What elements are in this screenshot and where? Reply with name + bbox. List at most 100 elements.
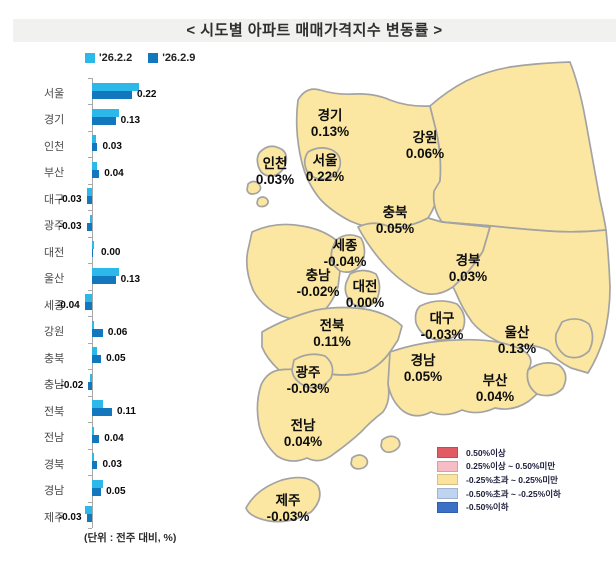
bar-26.2.2 bbox=[92, 241, 94, 250]
map-legend-swatch bbox=[437, 474, 458, 486]
bar-value-label: 0.04 bbox=[104, 432, 124, 444]
bar-category-label: 서울 bbox=[44, 88, 65, 100]
bar-26.2.2 bbox=[92, 347, 98, 356]
map-region-label-2: 강원 0.06% bbox=[406, 129, 444, 161]
bar-26.2.2 bbox=[84, 294, 92, 303]
map-legend-swatch bbox=[437, 447, 458, 459]
bar-26.2.9 bbox=[92, 434, 100, 443]
axis-tick bbox=[88, 316, 92, 318]
bar-value-label: -0.02 bbox=[60, 379, 84, 391]
bar-26.2.9 bbox=[84, 302, 92, 311]
bar-value-label: -0.03 bbox=[58, 512, 82, 524]
legend-label: '26.2.9 bbox=[162, 52, 196, 64]
bar-value-label: 0.11 bbox=[117, 406, 136, 418]
island-south-1 bbox=[380, 435, 401, 454]
chart-legend-item: '26.2.9 bbox=[148, 52, 195, 64]
province-daejeon bbox=[344, 269, 381, 308]
axis-tick bbox=[88, 130, 92, 132]
map-region-label-8: 충남 -0.02% bbox=[297, 267, 340, 299]
bar-26.2.2 bbox=[92, 426, 94, 435]
page-title: < 시도별 아파트 매매가격지수 변동률 > bbox=[186, 22, 443, 39]
province-jeju bbox=[245, 476, 321, 523]
bar-category-label: 인천 bbox=[44, 140, 65, 153]
bar-category-label: 경남 bbox=[44, 485, 65, 498]
province-chungnam bbox=[245, 223, 341, 321]
map-legend-item: 0.25%이상 ~ 0.50%미만 bbox=[437, 460, 615, 474]
map-region-label-12: 전북 0.11% bbox=[313, 317, 351, 349]
map-region-label-5: 충북 0.05% bbox=[376, 205, 414, 236]
bar-26.2.2 bbox=[92, 320, 94, 329]
bar-26.2.9 bbox=[92, 328, 103, 337]
bar-26.2.2 bbox=[92, 108, 120, 117]
province-busan bbox=[526, 362, 567, 397]
bar-value-label: -0.04 bbox=[56, 300, 80, 312]
province-gyeongnam bbox=[385, 338, 538, 417]
map-region-label-16: 전남 0.04% bbox=[284, 417, 322, 449]
map-region-label-17: 제주 -0.03% bbox=[267, 493, 310, 524]
axis-tick bbox=[88, 78, 92, 79]
province-ulsan bbox=[554, 318, 594, 359]
bar-category-label: 대전 bbox=[44, 246, 65, 259]
bar-category-label: 경기 bbox=[44, 114, 65, 127]
bar-category-label: 강원 bbox=[44, 326, 65, 339]
map-region-label-7: 경북 0.03% bbox=[449, 252, 487, 284]
bar-26.2.9 bbox=[92, 275, 116, 284]
bar-26.2.2 bbox=[92, 400, 103, 409]
map-legend-label: -0.50%이하 bbox=[466, 502, 509, 513]
bar-26.2.9 bbox=[92, 249, 93, 258]
bar-26.2.9 bbox=[92, 355, 102, 364]
bar-26.2.9 bbox=[88, 381, 92, 390]
province-gwangju bbox=[291, 353, 334, 389]
bar-26.2.9 bbox=[86, 514, 92, 523]
map-legend-item: -0.25%초과 ~ 0.25%미만 bbox=[437, 473, 615, 487]
bar-26.2.9 bbox=[86, 196, 92, 205]
bar-category-label: 세종 bbox=[44, 299, 65, 312]
legend-swatch bbox=[85, 53, 95, 63]
bar-value-label: 0.00 bbox=[101, 247, 121, 259]
bar-26.2.2 bbox=[92, 161, 98, 170]
bar-26.2.9 bbox=[92, 169, 100, 178]
bar-plot: 서울 0.22 경기 0.13 인천 0.03 부산 0.04 대구 -0.03 광주 -0.03 대전… bbox=[40, 78, 240, 529]
bar-category-label: 대구 bbox=[44, 193, 65, 206]
bar-value-label: 0.05 bbox=[106, 353, 126, 365]
bar-category-label: 전남 bbox=[44, 432, 65, 445]
bar-category-label: 충북 bbox=[44, 352, 65, 365]
bar-26.2.2 bbox=[90, 214, 92, 223]
chart-legend-item: '26.2.2 bbox=[85, 52, 132, 64]
bar-value-label: 0.03 bbox=[102, 459, 122, 471]
provinces-group bbox=[245, 61, 611, 523]
axis-tick bbox=[88, 342, 92, 344]
title-bar: < 시도별 아파트 매매가격지수 변동률 > bbox=[13, 19, 616, 42]
axis-tick bbox=[88, 104, 92, 106]
bar-value-label: -0.03 bbox=[58, 220, 82, 232]
axis-tick bbox=[88, 501, 92, 503]
korea-map: 경기 0.13% 강원 0.06% 인천 0.03% 서울 0.22% 충북 0.05% 세종 -0.… bbox=[232, 60, 616, 530]
axis-tick bbox=[88, 236, 92, 238]
bar-26.2.2 bbox=[92, 135, 96, 144]
bar-26.2.2 bbox=[92, 479, 103, 488]
map-region-label-3: 인천 0.03% bbox=[256, 155, 294, 187]
axis-tick bbox=[88, 528, 92, 529]
map-region-label-9: 대전 0.00% bbox=[346, 278, 384, 310]
axis-tick bbox=[88, 395, 92, 397]
bar-26.2.2 bbox=[86, 188, 92, 197]
province-incheon bbox=[256, 145, 288, 177]
bar-26.2.9 bbox=[92, 116, 116, 125]
axis-tick bbox=[88, 475, 92, 477]
bar-26.2.9 bbox=[92, 143, 98, 152]
map-region-label-11: 울산 0.13% bbox=[498, 324, 536, 356]
axis-tick bbox=[88, 263, 92, 265]
axis-tick bbox=[88, 422, 92, 424]
province-jeonnam bbox=[256, 351, 391, 462]
bar-category-label: 광주 bbox=[44, 220, 65, 233]
bar-26.2.2 bbox=[92, 82, 140, 91]
map-legend-label: -0.25%초과 ~ 0.25%미만 bbox=[466, 474, 559, 485]
axis-tick bbox=[88, 210, 92, 212]
province-gangwon bbox=[429, 61, 607, 233]
island-incheon-2 bbox=[256, 196, 269, 208]
bar-category-label: 제주 bbox=[44, 511, 65, 524]
province-sejong bbox=[330, 234, 366, 273]
bar-value-label: 0.06 bbox=[107, 326, 128, 338]
unit-note: (단위 : 전주 대비, %) bbox=[84, 532, 177, 544]
